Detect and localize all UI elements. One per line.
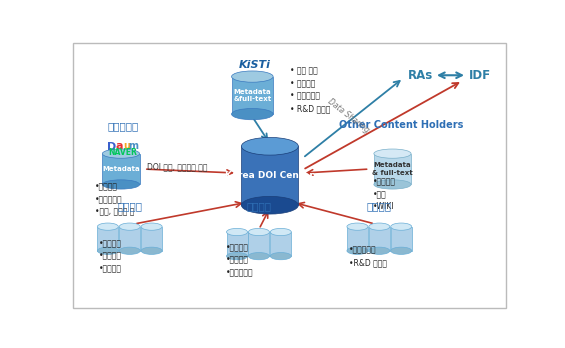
Text: •과학데이터
•R&D 보고서: •과학데이터 •R&D 보고서 <box>349 245 386 267</box>
FancyBboxPatch shape <box>232 77 273 114</box>
Text: RAs: RAs <box>408 69 433 82</box>
FancyBboxPatch shape <box>102 153 140 184</box>
Text: Metadata
& full-text: Metadata & full-text <box>372 162 413 176</box>
Text: Data Sharing: Data Sharing <box>326 96 371 134</box>
Text: D: D <box>107 142 116 152</box>
Ellipse shape <box>227 228 247 236</box>
Text: m: m <box>128 141 138 151</box>
Text: 정부기관: 정부기관 <box>118 201 142 212</box>
FancyBboxPatch shape <box>97 227 118 251</box>
Ellipse shape <box>270 228 292 236</box>
Ellipse shape <box>374 180 411 189</box>
Text: u: u <box>124 141 131 151</box>
Ellipse shape <box>241 137 298 155</box>
Ellipse shape <box>347 247 368 254</box>
Ellipse shape <box>232 71 273 82</box>
FancyBboxPatch shape <box>227 232 247 256</box>
Text: •특허정보
•국가통계
•공공문서: •특허정보 •국가통계 •공공문서 <box>99 239 122 273</box>
Text: Metadata
&full-text: Metadata &full-text <box>233 89 271 102</box>
Ellipse shape <box>374 149 411 158</box>
Ellipse shape <box>119 247 140 254</box>
Text: Korea DOI Center: Korea DOI Center <box>225 171 314 180</box>
Text: Other Content Holders: Other Content Holders <box>339 120 463 130</box>
Ellipse shape <box>232 109 273 120</box>
Ellipse shape <box>270 253 292 260</box>
Ellipse shape <box>141 247 162 254</box>
Ellipse shape <box>249 253 270 260</box>
FancyBboxPatch shape <box>119 227 140 251</box>
Text: a: a <box>115 141 123 151</box>
Ellipse shape <box>102 180 140 189</box>
Ellipse shape <box>97 247 118 254</box>
Ellipse shape <box>119 223 140 230</box>
Text: •저널논문
•과학데이터
•사진, 블로그 등: •저널논문 •과학데이터 •사진, 블로그 등 <box>95 183 134 217</box>
Ellipse shape <box>97 223 118 230</box>
FancyBboxPatch shape <box>347 227 368 251</box>
FancyBboxPatch shape <box>391 227 412 251</box>
Ellipse shape <box>347 223 368 230</box>
Ellipse shape <box>369 223 390 230</box>
Text: • 저널 논문
• 프로시딩
• 과학데이터
• R&D 보고서: • 저널 논문 • 프로시딩 • 과학데이터 • R&D 보고서 <box>289 67 330 113</box>
Text: 학술단체: 학술단체 <box>246 201 271 212</box>
Text: DOI 표시, 인용형식 변환: DOI 표시, 인용형식 변환 <box>147 162 208 171</box>
Text: 연구기관: 연구기관 <box>367 201 392 212</box>
Ellipse shape <box>369 247 390 254</box>
Text: 포탈서비스: 포탈서비스 <box>107 121 139 131</box>
FancyBboxPatch shape <box>73 43 506 308</box>
Text: IDF: IDF <box>469 69 491 82</box>
Text: NAVER: NAVER <box>108 148 137 157</box>
FancyBboxPatch shape <box>241 146 298 205</box>
Text: KiSTi: KiSTi <box>238 60 271 70</box>
Text: Metadata: Metadata <box>102 166 140 172</box>
Ellipse shape <box>141 223 162 230</box>
FancyBboxPatch shape <box>270 232 292 256</box>
Ellipse shape <box>249 228 270 236</box>
FancyBboxPatch shape <box>369 227 390 251</box>
Text: •표준문서
•도서
•WIKI: •표준문서 •도서 •WIKI <box>373 177 396 212</box>
Ellipse shape <box>102 149 140 158</box>
Ellipse shape <box>391 247 412 254</box>
Ellipse shape <box>227 253 247 260</box>
Ellipse shape <box>241 196 298 214</box>
FancyBboxPatch shape <box>374 153 411 184</box>
FancyBboxPatch shape <box>141 227 162 251</box>
Text: •저널논문
•프로시딩
•과학데이터: •저널논문 •프로시딩 •과학데이터 <box>226 243 254 277</box>
Ellipse shape <box>391 223 412 230</box>
FancyBboxPatch shape <box>249 232 270 256</box>
